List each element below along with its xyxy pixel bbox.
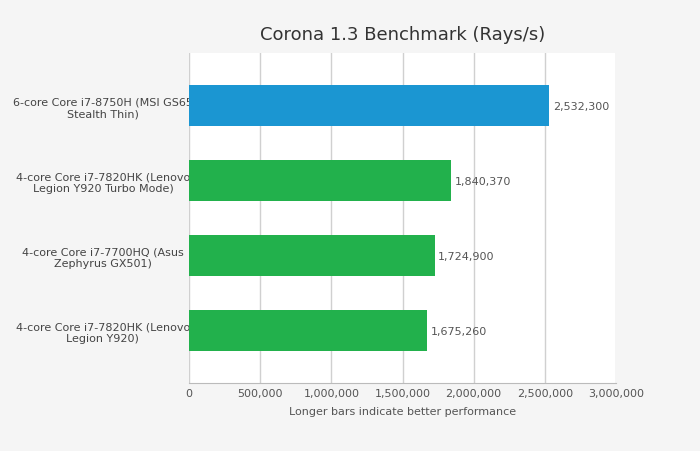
Text: 2,532,300: 2,532,300 bbox=[553, 101, 609, 111]
Bar bbox=[189, 86, 550, 127]
Text: 1,840,370: 1,840,370 bbox=[454, 176, 511, 186]
Bar bbox=[189, 161, 451, 202]
Text: 1,724,900: 1,724,900 bbox=[438, 251, 495, 261]
Title: Corona 1.3 Benchmark (Rays/s): Corona 1.3 Benchmark (Rays/s) bbox=[260, 26, 545, 44]
X-axis label: Longer bars indicate better performance: Longer bars indicate better performance bbox=[289, 406, 516, 416]
Bar bbox=[189, 235, 435, 277]
Text: 1,675,260: 1,675,260 bbox=[431, 326, 487, 336]
Bar bbox=[189, 310, 428, 351]
